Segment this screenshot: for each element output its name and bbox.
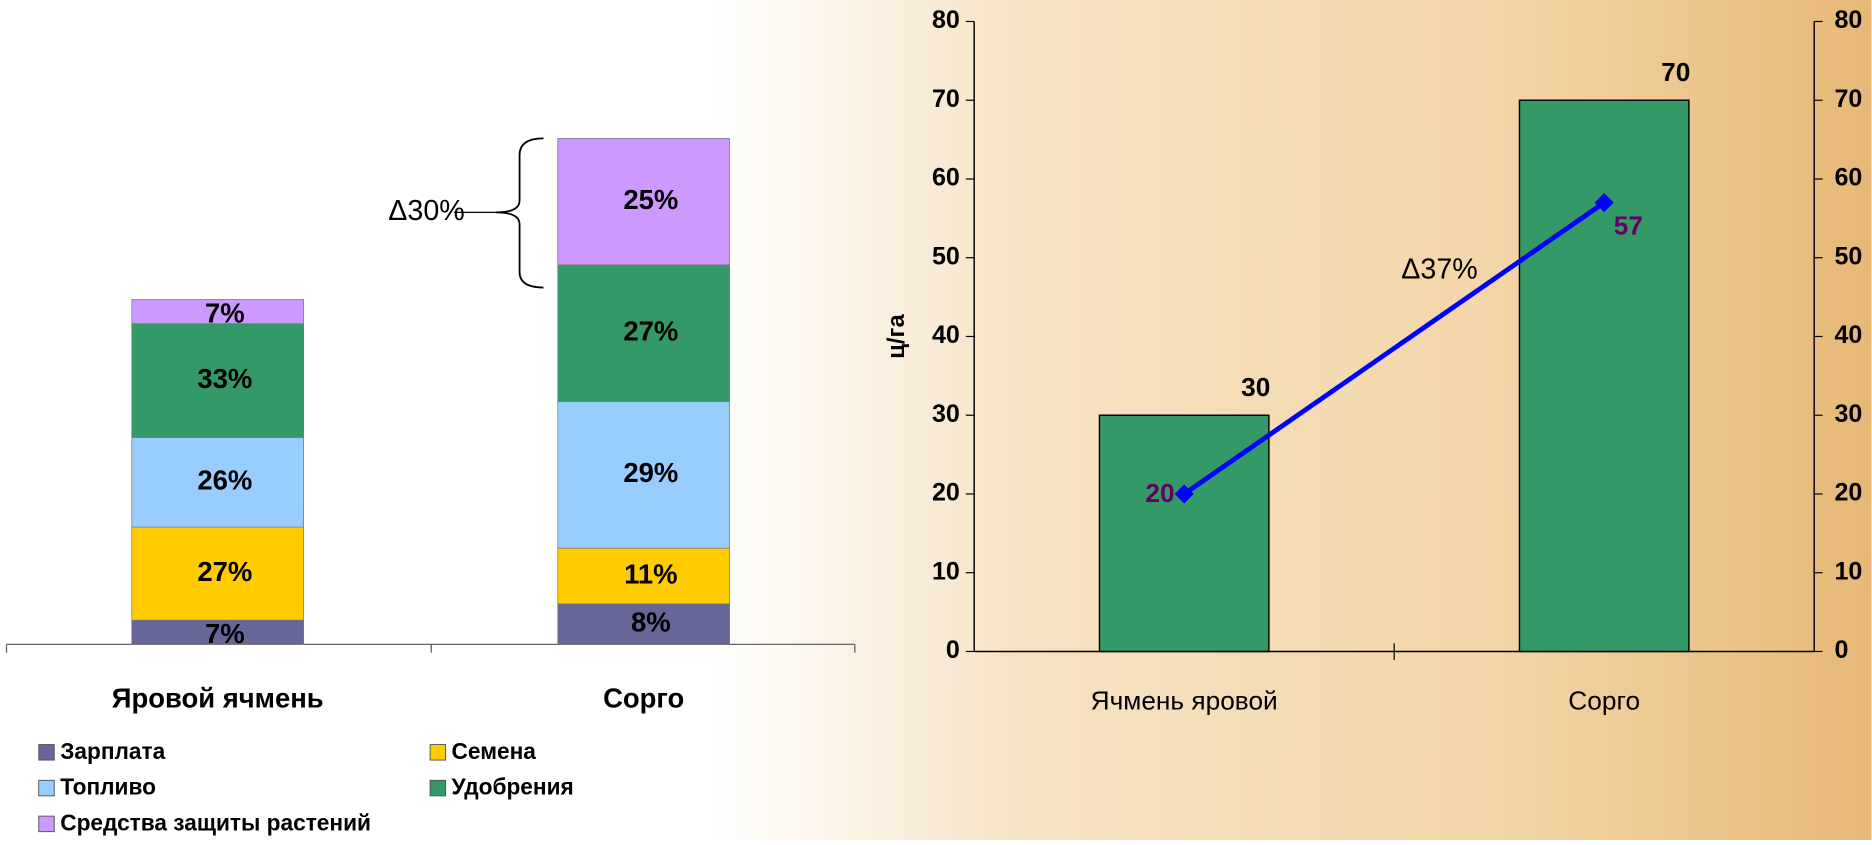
y-axis-label: ц/га <box>883 314 910 359</box>
legend-swatch <box>38 815 55 833</box>
annotation: Δ30% <box>388 195 464 227</box>
legend-label: Семена <box>452 738 537 764</box>
legend-swatch <box>38 744 55 761</box>
bar-segment <box>131 619 304 645</box>
x-tick-label: Ячмень яровой <box>1091 686 1278 716</box>
y2-tick-label: 20 <box>1834 479 1862 507</box>
legend-label: Топливо <box>60 774 156 800</box>
value-label: 27% <box>623 315 678 346</box>
value-label: 26% <box>197 464 252 495</box>
value-label: 25% <box>623 184 678 215</box>
y-tick-label: 10 <box>932 557 960 585</box>
legend-swatch <box>429 744 447 761</box>
marker <box>1594 193 1614 213</box>
value-label: 70 <box>1661 57 1690 87</box>
y2-tick-label: 10 <box>1834 557 1862 585</box>
value-label: 7% <box>205 297 245 328</box>
value-label: 33% <box>197 363 252 394</box>
bar-segment <box>131 323 304 438</box>
annotation: Δ37% <box>1401 253 1477 285</box>
legend-swatch <box>38 779 55 797</box>
y2-tick-label: 50 <box>1834 242 1862 270</box>
y2-tick-label: 60 <box>1834 164 1862 192</box>
value-label: 7% <box>205 618 245 649</box>
x-tick-label: Яровой ячмень <box>112 683 324 714</box>
y-tick-label: 20 <box>932 479 960 507</box>
legend-label: Средства защиты растений <box>60 809 371 835</box>
bar-segment <box>557 264 730 402</box>
legend-swatch <box>429 779 447 797</box>
x-tick-label: Сорго <box>1568 686 1640 716</box>
value-label: 11% <box>624 558 677 589</box>
y2-tick-label: 70 <box>1834 85 1862 113</box>
y-tick-label: 80 <box>932 6 960 34</box>
legend-label: Удобрения <box>452 774 574 800</box>
value-label: 20 <box>1145 478 1174 508</box>
y2-tick-label: 0 <box>1834 636 1848 664</box>
bar-segment <box>557 138 730 266</box>
value-label: 30 <box>1241 372 1270 402</box>
x-tick-label: Сорго <box>603 683 684 714</box>
bar-segment <box>131 299 304 324</box>
y-tick-label: 70 <box>932 85 960 113</box>
y2-tick-label: 30 <box>1834 400 1862 428</box>
bar-segment <box>131 437 304 528</box>
line <box>1182 200 1606 496</box>
y-tick-label: 40 <box>932 321 960 349</box>
value-label: 27% <box>197 556 252 587</box>
bar-segment <box>557 401 730 549</box>
y-tick-label: 30 <box>932 400 960 428</box>
y2-tick-label: 80 <box>1834 6 1862 34</box>
value-label: 29% <box>623 457 678 488</box>
value-label: 8% <box>631 606 671 637</box>
legend-label: Зарплата <box>60 738 165 764</box>
bar-segment <box>557 603 730 645</box>
y2-tick-label: 40 <box>1834 321 1862 349</box>
y-tick-label: 50 <box>932 242 960 270</box>
y-tick-label: 60 <box>932 164 960 192</box>
y-tick-label: 0 <box>946 636 960 664</box>
value-label: 57 <box>1614 211 1643 241</box>
bar-segment <box>131 526 304 621</box>
bar <box>1518 99 1690 653</box>
